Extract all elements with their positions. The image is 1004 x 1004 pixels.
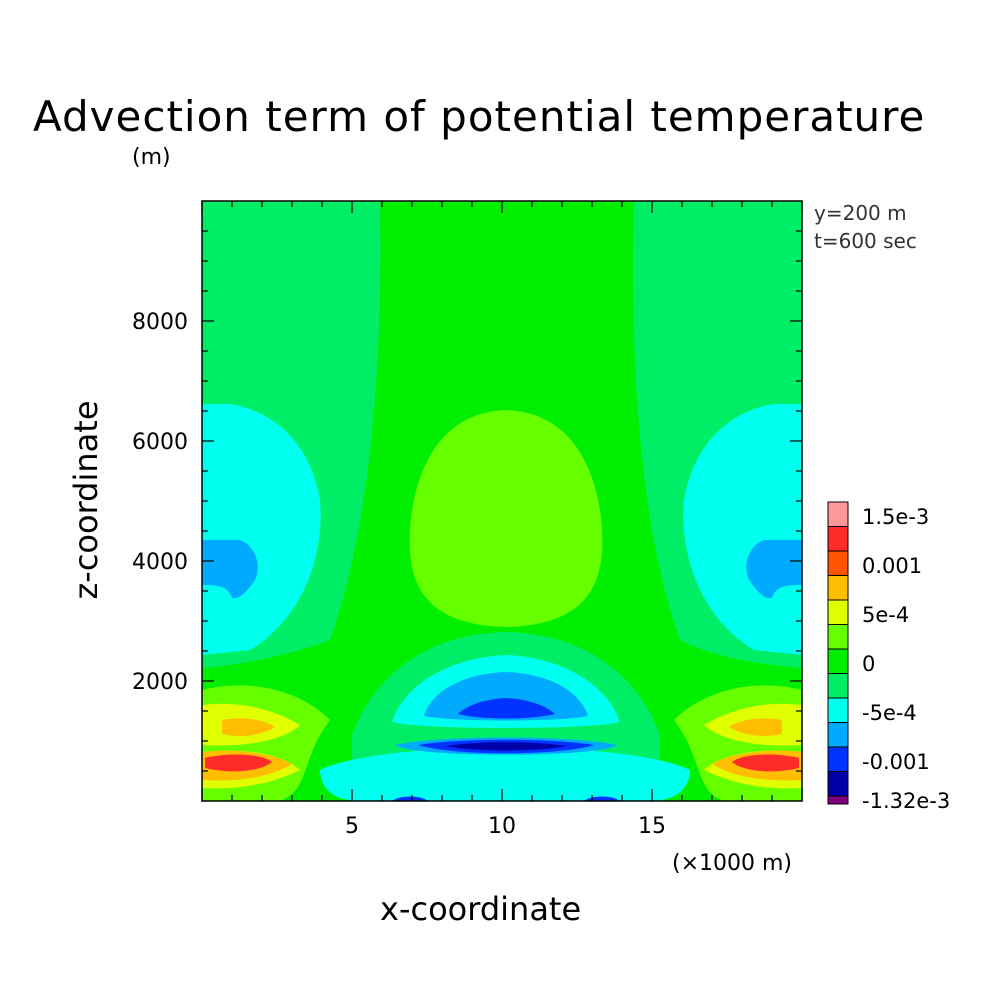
colorbar-swatch (827, 501, 849, 527)
colorbar-swatch (827, 550, 849, 576)
z-unit-label: (m) (132, 145, 171, 170)
x-axis-label: x-coordinate (380, 890, 582, 928)
y-tick-label: 8000 (132, 310, 188, 335)
colorbar-swatch (827, 746, 849, 772)
x-tick-label: 5 (345, 814, 359, 839)
colorbar-label: 1.5e-3 (862, 505, 929, 529)
colorbar-label: 0 (862, 652, 875, 676)
contour-left-blue-core (202, 540, 258, 599)
y-tick-label: 4000 (132, 550, 188, 575)
contour-right-red-core (732, 754, 799, 772)
contour-right-blue-core (746, 540, 802, 599)
colorbar-swatch (827, 624, 849, 650)
colorbar-swatch (827, 795, 849, 805)
colorbar-label: -5e-4 (862, 701, 917, 725)
colorbar-label: -0.001 (862, 750, 930, 774)
contour-central-positive-core (409, 410, 603, 627)
colorbar-label: -1.32e-3 (862, 789, 950, 813)
colorbar-label: 0.001 (862, 554, 922, 578)
colorbar-swatch (827, 526, 849, 552)
colorbar: 1.5e-3 0.001 5e-4 0 -5e-4 -0.001 -1.32e-3 (827, 501, 950, 813)
contour-central-low-blue (418, 698, 594, 754)
colorbar-swatch (827, 673, 849, 699)
contour-central-low-darkblue (445, 742, 567, 751)
contour-fill-group (202, 201, 802, 801)
y-tick-label: 6000 (132, 430, 188, 455)
contour-central-low-cyan (320, 655, 690, 801)
axis-tick-labels: 5 10 15 2000 4000 6000 8000 (132, 310, 666, 839)
x-tick-label: 15 (638, 814, 666, 839)
colorbar-swatch (827, 648, 849, 674)
colorbar-swatch (827, 771, 849, 797)
colorbar-label: 5e-4 (862, 603, 909, 627)
colorbar-swatch (827, 575, 849, 601)
y-tick-label: 2000 (132, 670, 188, 695)
x-unit-label: (×1000 m) (672, 851, 793, 876)
axis-ticks (201, 201, 803, 801)
contour-left-red-core (205, 754, 272, 772)
colorbar-swatch (827, 697, 849, 723)
chart-title: Advection term of potential temperature (33, 92, 926, 141)
info-y-label: y=200 m (814, 201, 907, 225)
colorbar-swatch (827, 599, 849, 625)
colorbar-swatch (827, 722, 849, 748)
x-tick-label: 10 (488, 814, 516, 839)
info-time-label: t=600 sec (814, 229, 917, 253)
